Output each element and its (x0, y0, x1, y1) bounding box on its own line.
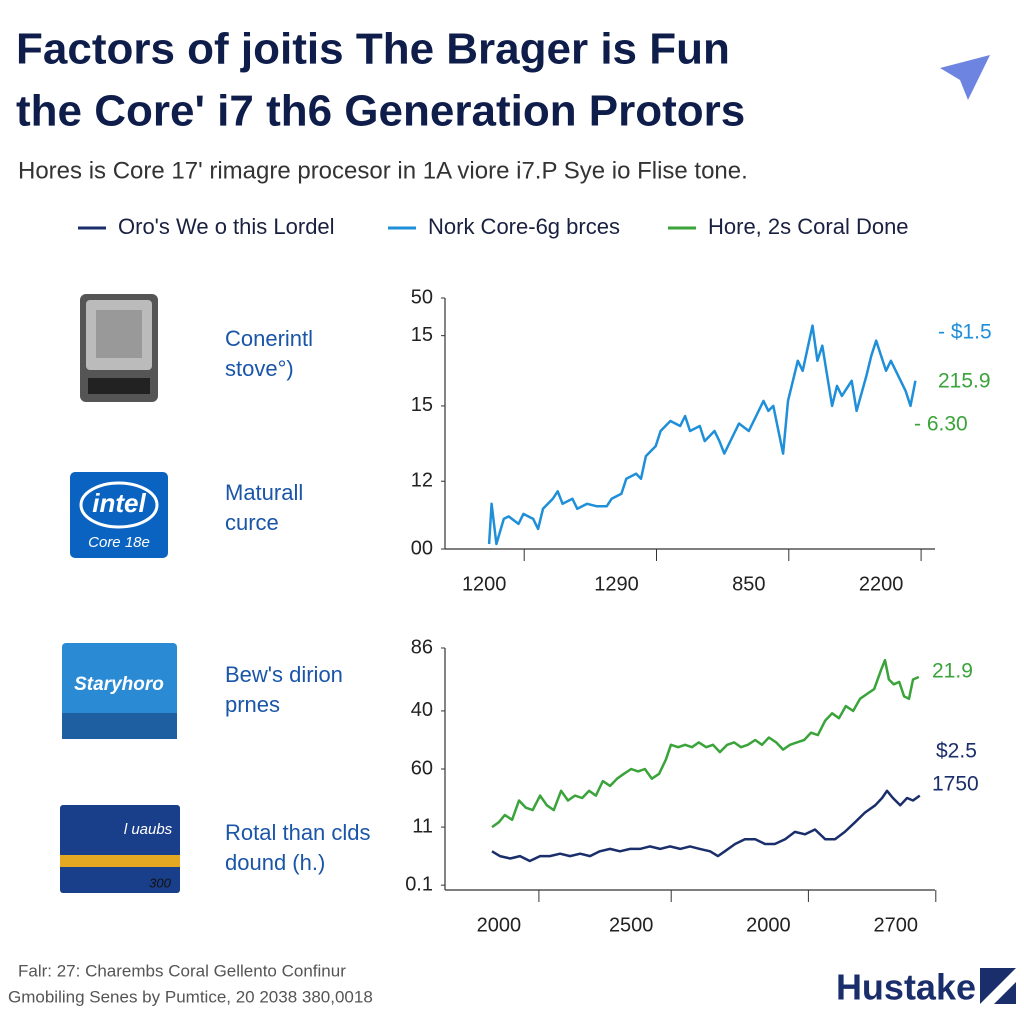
data-line (491, 658, 920, 829)
legend-label: Hore, 2s Coral Done (708, 214, 909, 239)
x-tick-label: 1290 (594, 573, 639, 595)
item-label: curce (225, 510, 279, 535)
x-tick-label: 1200 (462, 573, 507, 595)
y-tick-label: 50 (411, 286, 433, 308)
badge-text: CORE (73, 870, 131, 892)
item-label: prnes (225, 692, 280, 717)
data-line (491, 789, 921, 863)
badge-text: 300 (149, 875, 171, 890)
y-tick-label: 0.1 (405, 873, 433, 895)
item-label: Maturall (225, 480, 303, 505)
x-tick-label: 2200 (859, 573, 904, 595)
y-tick-label: 12 (411, 470, 433, 492)
logo-shape (940, 55, 990, 100)
y-tick-label: 00 (411, 537, 433, 559)
data-line (487, 324, 917, 546)
brand-logo: Hustake (836, 967, 976, 1008)
annotation: 1750 (932, 773, 979, 796)
x-tick-label: 2700 (874, 914, 919, 936)
item-label: dound (h.) (225, 850, 325, 875)
annotation: - 6.30 (914, 413, 968, 436)
chip-image (80, 294, 158, 402)
y-tick-label: 15 (411, 324, 433, 346)
badge-text: l uaubs (124, 821, 173, 838)
annotation: $2.5 (936, 740, 977, 763)
item-label: Rotal than clds (225, 820, 371, 845)
item-label: stove°) (225, 356, 294, 381)
box-image (62, 643, 177, 739)
annotation: 215.9 (938, 370, 991, 393)
core-box-image (60, 805, 180, 893)
footer-text: Falr: 27: Charembs Coral Gellento Confin… (18, 961, 346, 980)
y-tick-label: 40 (411, 699, 433, 721)
y-tick-label: 86 (411, 636, 433, 658)
x-tick-label: 2500 (609, 914, 654, 936)
title: the Core' i7 th6 Generation Protors (16, 87, 745, 136)
annotation: - $1.5 (938, 321, 992, 344)
annotation: 21.9 (932, 660, 973, 683)
title: Factors of joitis The Brager is Fun (16, 25, 730, 74)
y-tick-label: 60 (411, 757, 433, 779)
legend-label: Oro's We o this Lordel (118, 214, 335, 239)
x-tick-label: 2000 (477, 914, 522, 936)
footer-text: Gmobiling Senes by Pumtice, 20 2038 380,… (8, 987, 373, 1006)
badge-text: intel (92, 488, 146, 518)
legend-label: Nork Core-6g brces (428, 214, 620, 239)
badge-text: intel (73, 816, 119, 841)
y-tick-label: 15 (411, 394, 433, 416)
item-label: Conerintl (225, 326, 313, 351)
badge-text: Staryhoro (74, 674, 164, 695)
x-tick-label: 850 (732, 573, 765, 595)
subtitle: Hores is Core 17' rimagre procesor in 1A… (18, 157, 748, 184)
y-tick-label: 11 (412, 815, 433, 837)
badge-text: Core 18e (88, 534, 150, 551)
intel-badge (70, 472, 168, 558)
item-label: Bew's dirion (225, 662, 343, 687)
logo-slash (980, 968, 1016, 1004)
x-tick-label: 2000 (746, 914, 791, 936)
